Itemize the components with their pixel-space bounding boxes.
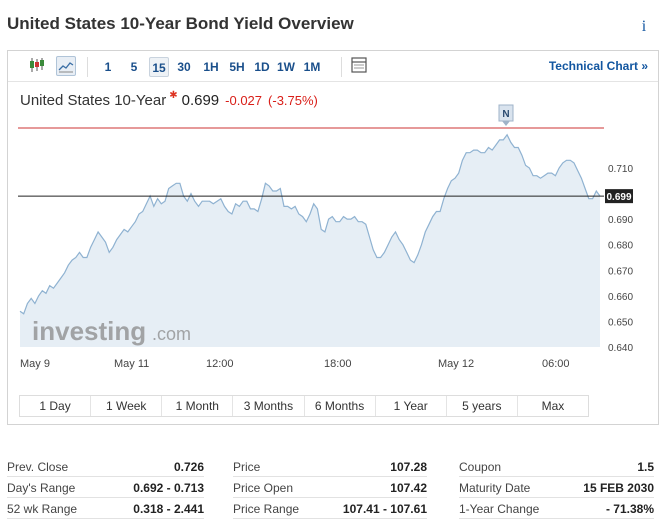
stat-value: 107.41 - 107.61 <box>342 502 427 516</box>
x-tick-label: 12:00 <box>206 358 234 370</box>
stat-label: Day's Range <box>7 481 76 495</box>
stat-value: 15 FEB 2030 <box>583 481 654 495</box>
chart-toolbar: 1 5 15 30 1H 5H 1D 1W 1M Technical Chart » <box>8 51 658 82</box>
timeframe-1m[interactable]: 1M <box>303 60 321 74</box>
chart-panel: 1 5 15 30 1H 5H 1D 1W 1M Technical Chart » Unite… <box>7 50 659 425</box>
stat-row: 1-Year Change - 71.38% <box>459 498 654 519</box>
table-view-icon[interactable] <box>350 56 370 76</box>
stat-row: Price 107.28 <box>233 456 427 477</box>
y-tick-label: 0.680 <box>608 241 633 252</box>
stat-label: Price Open <box>233 481 294 495</box>
star-icon: ✱ <box>169 90 178 101</box>
stat-label: Price Range <box>233 502 300 516</box>
stat-row: 52 wk Range 0.318 - 2.441 <box>7 498 204 519</box>
range-6-months[interactable]: 6 Months <box>305 396 376 416</box>
timeframe-1w[interactable]: 1W <box>277 60 295 74</box>
stat-value: 0.318 - 2.441 <box>133 502 204 516</box>
stat-value: 0.692 - 0.713 <box>133 481 204 495</box>
x-tick-label: May 12 <box>438 358 474 370</box>
last-price: 0.699 <box>181 92 220 109</box>
y-tick-label: 0.710 <box>608 164 633 175</box>
stat-value: 107.42 <box>390 481 427 495</box>
range-1-year[interactable]: 1 Year <box>376 396 447 416</box>
stat-label: Prev. Close <box>7 460 69 474</box>
range-1-day[interactable]: 1 Day <box>20 396 92 416</box>
stat-row: Day's Range 0.692 - 0.713 <box>7 477 204 498</box>
timeframe-1d[interactable]: 1D <box>254 60 270 74</box>
current-price-tag <box>605 189 633 204</box>
stats-column-1: Prev. Close 0.726 Day's Range 0.692 - 0.713… <box>7 456 204 519</box>
price-change: -0.027 <box>225 93 263 108</box>
timeframe-1[interactable]: 1 <box>104 60 112 74</box>
stats-column-2: Price 107.28 Price Open 107.42 Price Range 10… <box>233 456 427 519</box>
toolbar-divider <box>341 57 342 77</box>
stat-row: Prev. Close 0.726 <box>7 456 204 477</box>
stat-label: Maturity Date <box>459 481 531 495</box>
stat-value: 107.28 <box>390 460 427 474</box>
price-change-percent: (-3.75%) <box>268 93 318 108</box>
stat-row: Coupon 1.5 <box>459 456 654 477</box>
news-marker-pointer <box>502 121 510 126</box>
watermark: investing <box>32 316 146 346</box>
range-1-week[interactable]: 1 Week <box>91 396 163 416</box>
info-icon[interactable]: i <box>641 18 647 35</box>
candlestick-icon[interactable] <box>28 56 48 76</box>
stat-row: Maturity Date 15 FEB 2030 <box>459 477 654 498</box>
price-chart[interactable]: investing .com N 0.710 0.690 0.680 0.670 0.660 0… <box>8 51 658 391</box>
price-area <box>20 134 600 347</box>
timeframe-1h[interactable]: 1H <box>203 60 219 74</box>
quote-line: United States 10-Year ✱ 0.699 -0.027 (-3.75%… <box>20 90 318 109</box>
area-chart-icon[interactable] <box>56 56 76 76</box>
stats-column-3: Coupon 1.5 Maturity Date 15 FEB 2030 1-Year … <box>459 456 654 519</box>
y-tick-label: 0.660 <box>608 292 633 303</box>
x-tick-label: 06:00 <box>542 358 570 370</box>
timeframe-5[interactable]: 5 <box>130 60 138 74</box>
current-price-tag-label: 0.699 <box>606 192 631 203</box>
y-tick-label: 0.650 <box>608 317 633 328</box>
stat-label: Price <box>233 460 261 474</box>
stat-value: - 71.38% <box>605 502 654 516</box>
toolbar-divider <box>87 57 88 77</box>
stat-label: Coupon <box>459 460 502 474</box>
timeframe-30[interactable]: 30 <box>177 60 191 74</box>
stat-label: 52 wk Range <box>7 502 78 516</box>
price-line <box>19 133 601 315</box>
y-tick-label: 0.640 <box>608 343 633 354</box>
y-tick-label: 0.670 <box>608 266 633 277</box>
stat-value: 0.726 <box>173 460 204 474</box>
stat-value: 1.5 <box>637 460 654 474</box>
range-max[interactable]: Max <box>541 399 565 413</box>
technical-chart-link[interactable]: Technical Chart » <box>548 59 648 73</box>
stat-label: 1-Year Change <box>459 502 540 516</box>
range-5-years[interactable]: 5 years <box>447 396 518 416</box>
stat-row: Price Range 107.41 - 107.61 <box>233 498 427 519</box>
range-selector: 1 Day 1 Week 1 Month 3 Months 6 Months 1 Year… <box>19 395 589 417</box>
range-1-month[interactable]: 1 Month <box>162 396 234 416</box>
instrument-name: United States 10-Year <box>20 92 167 109</box>
x-tick-label: 18:00 <box>324 358 352 370</box>
y-tick-label: 0.690 <box>608 215 633 226</box>
timeframe-5h[interactable]: 5H <box>229 60 245 74</box>
x-tick-label: May 11 <box>114 358 149 370</box>
stat-row: Price Open 107.42 <box>233 477 427 498</box>
x-tick-label: May 9 <box>20 358 50 370</box>
timeframe-15[interactable]: 15 <box>149 57 169 77</box>
watermark-suffix: .com <box>152 324 191 344</box>
news-marker-label: N <box>502 109 509 120</box>
range-3-months[interactable]: 3 Months <box>233 396 305 416</box>
page-title: United States 10-Year Bond Yield Overvie… <box>7 14 354 33</box>
